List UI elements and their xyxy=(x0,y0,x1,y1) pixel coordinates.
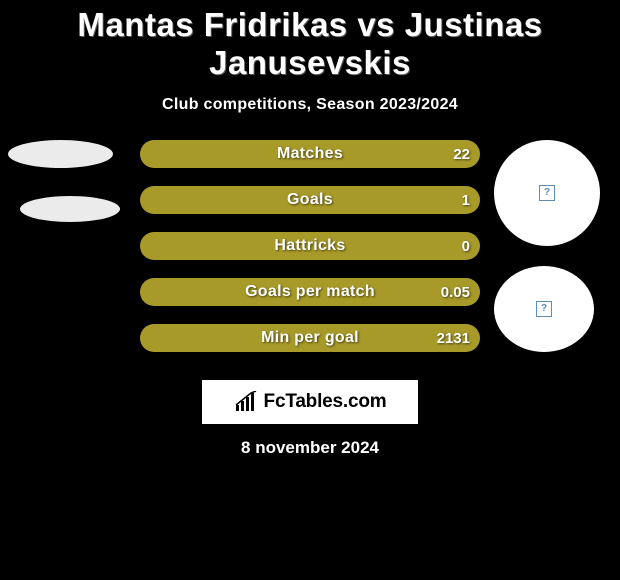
stat-bar: Hattricks0 xyxy=(140,232,480,260)
stat-bar-label: Goals per match xyxy=(140,283,480,301)
page-subtitle: Club competitions, Season 2023/2024 xyxy=(0,96,620,114)
stat-bar-value: 1 xyxy=(462,192,470,209)
stat-bar-label: Matches xyxy=(140,145,480,163)
page-title: Mantas Fridrikas vs Justinas Janusevskis xyxy=(0,0,620,82)
unknown-image-icon: ? xyxy=(539,185,555,201)
stat-bar-value: 0.05 xyxy=(441,284,470,301)
stat-bar-value: 0 xyxy=(462,238,470,255)
player-avatar-1: ? xyxy=(494,140,600,246)
stat-bar: Goals1 xyxy=(140,186,480,214)
stat-bar-label: Hattricks xyxy=(140,237,480,255)
avatar-placeholder-2 xyxy=(20,196,120,222)
stat-bar: Goals per match0.05 xyxy=(140,278,480,306)
stat-bar-value: 22 xyxy=(453,146,470,163)
right-avatar-column: ? ? xyxy=(494,140,600,352)
brand-text: FcTables.com xyxy=(264,391,387,413)
left-avatar-column xyxy=(8,140,113,168)
footer-date: 8 november 2024 xyxy=(0,438,620,458)
brand-box[interactable]: FcTables.com xyxy=(202,380,418,424)
stat-bar-label: Min per goal xyxy=(140,329,480,347)
stat-bar: Min per goal2131 xyxy=(140,324,480,352)
stats-bars: Matches22 Goals1 Hattricks0 Goals per match… xyxy=(140,140,480,370)
page: Mantas Fridrikas vs Justinas Janusevskis… xyxy=(0,0,620,580)
unknown-image-icon: ? xyxy=(536,301,552,317)
brand-chart-icon xyxy=(234,391,258,413)
stat-bar: Matches22 xyxy=(140,140,480,168)
avatar-placeholder-1 xyxy=(8,140,113,168)
stat-bar-value: 2131 xyxy=(437,330,470,347)
stat-bar-label: Goals xyxy=(140,191,480,209)
player-avatar-2: ? xyxy=(494,266,594,352)
